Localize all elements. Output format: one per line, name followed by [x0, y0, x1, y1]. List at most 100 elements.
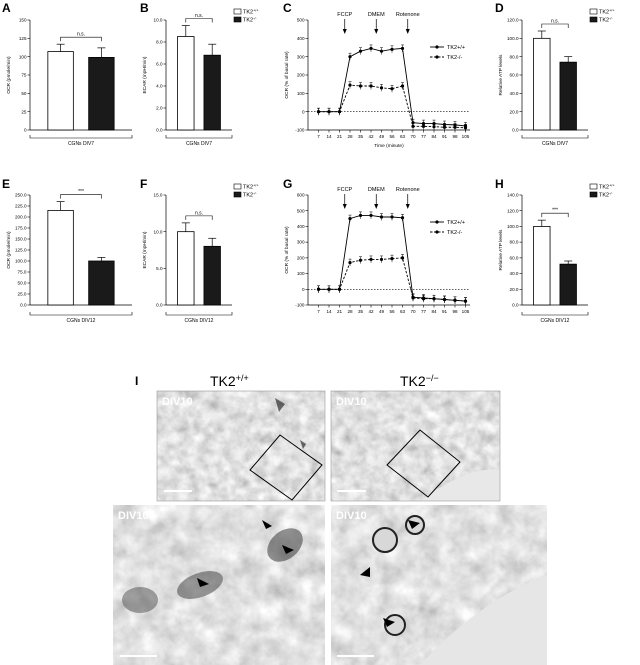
legend-label-sup: -/- — [253, 16, 257, 20]
legend-label-sup: -/- — [609, 191, 613, 195]
x-category-label: CGNs DIV7 — [186, 141, 212, 147]
y-tick-label: 100.0 — [507, 36, 519, 41]
y-tick-label: 100.0 — [507, 224, 519, 229]
significance-bracket — [60, 36, 102, 42]
zoom-box-ko — [386, 429, 461, 498]
y-tick-label: 150 — [19, 18, 27, 23]
x-tick-label: 77 — [421, 134, 427, 139]
x-category-label: CGNs DIV7 — [542, 141, 568, 147]
legend-label: TK2-/- — [243, 191, 257, 198]
legend-label-sup: +/+ — [609, 8, 615, 12]
significance-bracket — [541, 212, 569, 218]
chart-panel-C: C -100 0 100 200 300 400 500 OCR (% of basal rat… — [283, 1, 470, 149]
y-tick-label: 100 — [297, 91, 305, 96]
y-tick-label: -100 — [295, 303, 305, 308]
x-tick-label: 63 — [400, 309, 406, 314]
y-tick-label: 20.0 — [510, 109, 519, 114]
x-tick-label: 84 — [431, 309, 437, 314]
y-tick-label: 600 — [297, 193, 305, 198]
x-tick-label: 105 — [462, 309, 470, 314]
legend-marker — [435, 55, 439, 59]
legend-label: TK2+/+ — [599, 183, 615, 190]
x-category-bracket — [521, 312, 589, 316]
em-image-ko-low: DIV10 — [330, 390, 501, 502]
bar-wt — [177, 231, 195, 306]
x-tick-label: 14 — [326, 309, 332, 314]
panel-label-G: G — [283, 177, 292, 191]
chart-panel-A: A 0 25 50 75 100 125 150 OCR (pmole/min) n.s. CGNs… — [2, 1, 133, 147]
legend-swatch — [233, 16, 242, 23]
legend-label: TK2+/+ — [243, 8, 259, 15]
significance-bracket — [541, 23, 569, 28]
y-tick-label: 8.0 — [156, 40, 163, 45]
x-tick-label: 49 — [379, 309, 385, 314]
legend-label-text: TK2 — [599, 10, 609, 16]
panel-label-F: F — [140, 177, 147, 191]
y-axis-label: ECAR (mpH/min) — [142, 56, 148, 93]
legend-label-text: TK2 — [599, 18, 609, 24]
legend-label-sup: +/+ — [253, 183, 259, 187]
legend-marker — [435, 220, 439, 224]
y-tick-label: 200 — [297, 73, 305, 78]
bar-ko — [88, 57, 115, 131]
legend-label: TK2+/+ — [243, 183, 259, 190]
legend-label: TK2-/- — [599, 191, 613, 198]
bar-wt — [533, 37, 551, 131]
legend-label-text: TK2 — [243, 193, 253, 199]
x-tick-label: 56 — [389, 309, 395, 314]
x-tick-label: 84 — [431, 134, 437, 139]
x-tick-label: 105 — [462, 134, 470, 139]
y-tick-label: 4.0 — [156, 84, 163, 89]
y-axis-label: ECAR (mpH/min) — [142, 231, 148, 268]
y-tick-label: 60.0 — [510, 255, 519, 260]
y-tick-label: 0.0 — [512, 128, 519, 133]
x-tick-label: 77 — [421, 309, 427, 314]
legend-label: TK2+/+ — [447, 45, 465, 51]
y-tick-label: 300 — [297, 54, 305, 59]
x-tick-label: 21 — [337, 309, 343, 314]
panel-label-E: E — [2, 177, 10, 191]
x-tick-label: 63 — [400, 134, 406, 139]
zoom-box-wt — [249, 434, 323, 501]
mitochondrion — [122, 587, 158, 613]
x-tick-label: 49 — [379, 134, 385, 139]
arrow-down-icon — [374, 29, 379, 34]
treatment-label: FCCP — [337, 187, 352, 193]
y-axis-label: OCR (pmole/min) — [6, 56, 12, 94]
em-image-wt-low-texture — [157, 391, 325, 501]
x-tick-label: 56 — [389, 134, 395, 139]
arrowhead-icon — [408, 520, 420, 529]
y-tick-label: 80.0 — [510, 240, 519, 245]
arrowhead-icon — [262, 520, 272, 529]
y-tick-label: -100 — [295, 128, 305, 133]
x-category-bracket — [29, 135, 133, 139]
treatment-label: DMEM — [368, 12, 385, 18]
significance-label: n.s. — [551, 19, 559, 25]
arrow-down-icon — [405, 29, 410, 34]
y-tick-label: 40.0 — [510, 91, 519, 96]
significance-label: n.s. — [195, 13, 203, 19]
y-tick-label: 400 — [297, 36, 305, 41]
legend-swatch — [589, 16, 598, 23]
legend-label-text: TK2 — [243, 18, 253, 24]
y-tick-label: 400 — [297, 224, 305, 229]
x-category-bracket — [165, 312, 233, 316]
x-tick-label: 35 — [358, 134, 364, 139]
legend-swatch — [233, 191, 242, 198]
em-image-wt-low: DIV10 — [156, 390, 326, 502]
em-header-ko: TK2−/− — [400, 373, 439, 389]
mitochondrion — [267, 528, 303, 562]
x-tick-label: 98 — [452, 309, 458, 314]
y-axis-label: OCR (% of basal rate) — [284, 226, 290, 274]
em-image-ko-high: DIV10 — [331, 505, 547, 665]
panel-label-H: H — [495, 177, 504, 191]
em-label: DIV10 — [118, 510, 149, 522]
arrow-down-icon — [342, 29, 347, 34]
bar-wt — [47, 209, 74, 306]
significance-bracket — [60, 194, 102, 199]
bar-ko — [559, 61, 577, 131]
em-label: DIV10 — [336, 396, 367, 408]
x-tick-label: 7 — [317, 134, 320, 139]
y-tick-label: 0 — [302, 287, 305, 292]
